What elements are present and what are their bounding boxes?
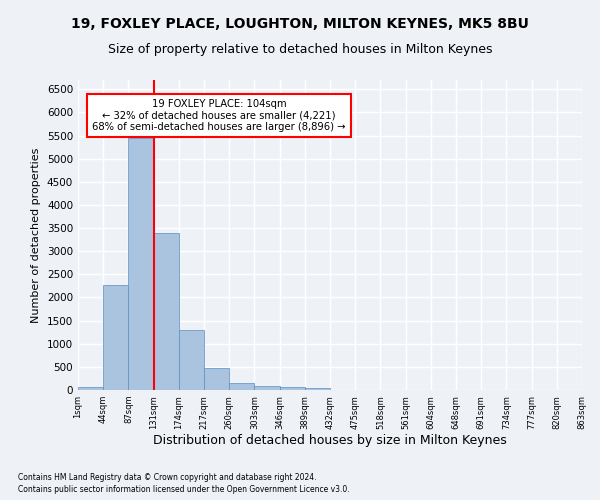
Text: 19 FOXLEY PLACE: 104sqm
← 32% of detached houses are smaller (4,221)
68% of semi: 19 FOXLEY PLACE: 104sqm ← 32% of detache…	[92, 98, 346, 132]
Bar	[280, 388, 305, 390]
X-axis label: Distribution of detached houses by size in Milton Keynes: Distribution of detached houses by size …	[153, 434, 507, 448]
Text: 19, FOXLEY PLACE, LOUGHTON, MILTON KEYNES, MK5 8BU: 19, FOXLEY PLACE, LOUGHTON, MILTON KEYNE…	[71, 18, 529, 32]
Bar	[78, 387, 103, 390]
Text: Contains public sector information licensed under the Open Government Licence v3: Contains public sector information licen…	[18, 485, 350, 494]
Bar	[103, 284, 128, 390]
Bar	[204, 368, 229, 390]
Text: Contains HM Land Registry data © Crown copyright and database right 2024.: Contains HM Land Registry data © Crown c…	[18, 472, 317, 482]
Text: Size of property relative to detached houses in Milton Keynes: Size of property relative to detached ho…	[108, 42, 492, 56]
Y-axis label: Number of detached properties: Number of detached properties	[31, 148, 41, 322]
Bar	[254, 386, 280, 390]
Bar	[128, 138, 154, 390]
Bar	[305, 388, 330, 390]
Bar	[154, 232, 179, 390]
Bar	[179, 330, 204, 390]
Bar	[229, 382, 254, 390]
